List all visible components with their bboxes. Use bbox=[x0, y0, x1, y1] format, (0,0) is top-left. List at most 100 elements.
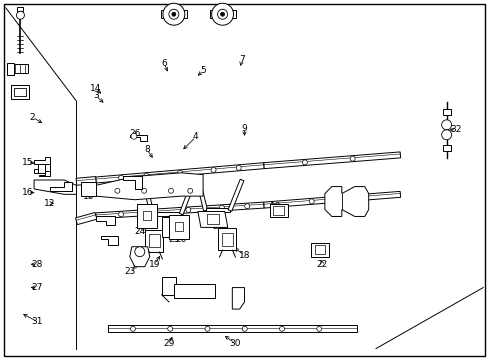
Polygon shape bbox=[130, 135, 147, 140]
Polygon shape bbox=[129, 247, 149, 267]
Circle shape bbox=[171, 12, 176, 16]
Circle shape bbox=[163, 3, 184, 25]
Circle shape bbox=[244, 204, 249, 209]
Polygon shape bbox=[324, 186, 368, 216]
Circle shape bbox=[119, 175, 123, 180]
Circle shape bbox=[187, 188, 192, 193]
Polygon shape bbox=[50, 182, 71, 191]
Polygon shape bbox=[263, 192, 400, 208]
Circle shape bbox=[279, 326, 284, 331]
Bar bbox=[310, 243, 328, 257]
Text: 14: 14 bbox=[90, 84, 102, 93]
Text: 30: 30 bbox=[228, 339, 240, 348]
Circle shape bbox=[302, 160, 307, 165]
Bar bbox=[442, 145, 450, 151]
Polygon shape bbox=[174, 284, 215, 298]
Polygon shape bbox=[196, 180, 207, 211]
Circle shape bbox=[441, 130, 451, 140]
Circle shape bbox=[135, 247, 144, 257]
Polygon shape bbox=[76, 176, 96, 185]
Bar bbox=[143, 211, 151, 220]
Bar bbox=[269, 203, 287, 217]
Circle shape bbox=[219, 205, 224, 210]
Circle shape bbox=[131, 133, 137, 139]
Polygon shape bbox=[232, 288, 244, 309]
Bar bbox=[314, 246, 325, 255]
Text: 25: 25 bbox=[168, 235, 179, 244]
Polygon shape bbox=[101, 235, 118, 244]
Circle shape bbox=[167, 326, 172, 331]
Bar bbox=[161, 10, 186, 18]
Polygon shape bbox=[39, 171, 50, 176]
Text: 6: 6 bbox=[161, 59, 167, 68]
Text: 15: 15 bbox=[22, 158, 33, 167]
Polygon shape bbox=[96, 216, 115, 225]
Polygon shape bbox=[205, 208, 229, 212]
Text: 12: 12 bbox=[44, 199, 55, 208]
Text: 28: 28 bbox=[32, 260, 43, 269]
Text: 32: 32 bbox=[450, 125, 461, 134]
Text: 11: 11 bbox=[350, 202, 362, 211]
Polygon shape bbox=[75, 212, 97, 225]
Bar bbox=[7, 63, 14, 75]
Circle shape bbox=[204, 326, 209, 331]
Polygon shape bbox=[263, 152, 400, 168]
Bar bbox=[442, 109, 450, 115]
Polygon shape bbox=[122, 176, 142, 189]
Polygon shape bbox=[108, 325, 356, 332]
Text: 26: 26 bbox=[129, 129, 140, 138]
Polygon shape bbox=[96, 202, 264, 219]
Bar bbox=[174, 222, 183, 231]
Text: 4: 4 bbox=[193, 132, 198, 141]
Text: 24: 24 bbox=[134, 228, 145, 237]
Circle shape bbox=[220, 12, 224, 16]
Bar bbox=[149, 234, 160, 247]
Circle shape bbox=[130, 326, 135, 331]
Polygon shape bbox=[38, 164, 45, 173]
Circle shape bbox=[316, 326, 321, 331]
Circle shape bbox=[185, 207, 190, 212]
Circle shape bbox=[242, 326, 247, 331]
Polygon shape bbox=[168, 215, 188, 239]
Bar bbox=[209, 10, 235, 18]
Circle shape bbox=[152, 210, 157, 215]
Text: 5: 5 bbox=[200, 66, 205, 75]
Text: 20: 20 bbox=[175, 235, 186, 244]
Polygon shape bbox=[162, 277, 176, 295]
Polygon shape bbox=[34, 180, 76, 194]
Polygon shape bbox=[96, 173, 203, 200]
Polygon shape bbox=[162, 217, 185, 237]
Circle shape bbox=[119, 212, 123, 217]
Circle shape bbox=[115, 188, 120, 193]
Bar bbox=[18, 7, 23, 11]
Text: 29: 29 bbox=[163, 339, 174, 348]
Circle shape bbox=[308, 199, 314, 204]
Text: 17: 17 bbox=[119, 188, 131, 197]
Text: 9: 9 bbox=[241, 123, 247, 132]
Text: 3: 3 bbox=[93, 91, 99, 100]
Polygon shape bbox=[142, 181, 154, 215]
Circle shape bbox=[17, 11, 24, 19]
Text: 23: 23 bbox=[124, 267, 136, 276]
Bar bbox=[222, 233, 232, 246]
Text: 13: 13 bbox=[82, 192, 94, 201]
Circle shape bbox=[236, 165, 241, 170]
Polygon shape bbox=[227, 179, 244, 211]
Bar bbox=[273, 206, 284, 215]
Text: 31: 31 bbox=[32, 317, 43, 326]
Bar bbox=[15, 88, 26, 96]
Polygon shape bbox=[34, 157, 50, 164]
Polygon shape bbox=[81, 182, 96, 196]
Circle shape bbox=[168, 188, 173, 193]
Polygon shape bbox=[34, 164, 50, 173]
Circle shape bbox=[349, 156, 354, 161]
Circle shape bbox=[177, 170, 182, 175]
Text: 7: 7 bbox=[239, 55, 244, 64]
Circle shape bbox=[211, 3, 233, 25]
Circle shape bbox=[142, 188, 146, 193]
Text: 27: 27 bbox=[32, 283, 43, 292]
Text: 21: 21 bbox=[212, 222, 223, 231]
Polygon shape bbox=[137, 204, 157, 228]
Circle shape bbox=[143, 173, 148, 178]
Circle shape bbox=[441, 120, 451, 130]
